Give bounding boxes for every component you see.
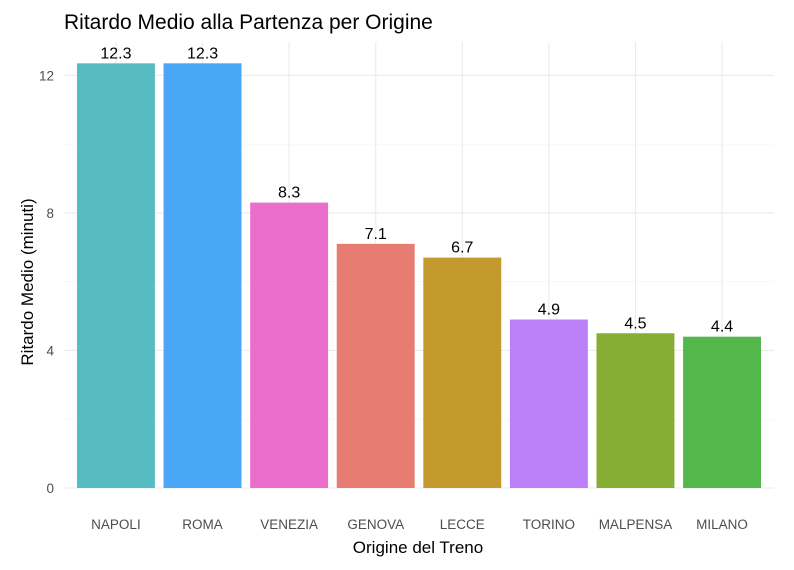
bar-value-label: 4.9	[538, 302, 560, 319]
bar-torino	[509, 319, 588, 488]
x-tick-label: MILANO	[696, 517, 748, 532]
bar-milano	[683, 336, 762, 488]
x-tick-label: LECCE	[440, 517, 485, 532]
x-tick-label: MALPENSA	[599, 517, 673, 532]
bar-genova	[336, 243, 415, 488]
bar-value-label: 12.3	[100, 45, 131, 62]
bar-value-label: 4.4	[711, 319, 733, 336]
y-tick-label: 0	[46, 481, 54, 496]
bar-malpensa	[596, 333, 675, 488]
bar-roma	[163, 63, 242, 488]
y-tick-label: 12	[39, 68, 54, 83]
chart-title: Ritardo Medio alla Partenza per Origine	[64, 11, 433, 34]
bar-value-label: 6.7	[451, 240, 473, 257]
bar-value-label: 4.5	[624, 315, 646, 332]
y-tick-label: 8	[46, 206, 54, 221]
y-axis-ticks: 0 4 8 12	[39, 68, 55, 496]
x-tick-label: ROMA	[182, 517, 223, 532]
y-axis-title: Ritardo Medio (minuti)	[18, 198, 37, 365]
bar-value-label: 12.3	[187, 45, 218, 62]
bar-venezia	[250, 202, 329, 488]
bar-napoli	[76, 63, 155, 488]
x-tick-label: VENEZIA	[260, 517, 318, 532]
bar-value-label: 7.1	[365, 226, 387, 243]
x-tick-label: TORINO	[523, 517, 575, 532]
x-tick-label: GENOVA	[347, 517, 404, 532]
x-axis-title: Origine del Treno	[353, 538, 483, 557]
x-axis-ticks: NAPOLI ROMA VENEZIA GENOVA LECCE TORINO MALPEN…	[91, 517, 748, 532]
x-tick-label: NAPOLI	[91, 517, 141, 532]
bar-value-labels: 12.3 12.3 8.3 7.1 6.7 4.9 4.5 4.4	[100, 45, 733, 335]
bars	[76, 63, 762, 488]
bar-value-label: 8.3	[278, 185, 300, 202]
y-tick-label: 4	[46, 343, 54, 358]
bar-lecce	[423, 257, 502, 488]
